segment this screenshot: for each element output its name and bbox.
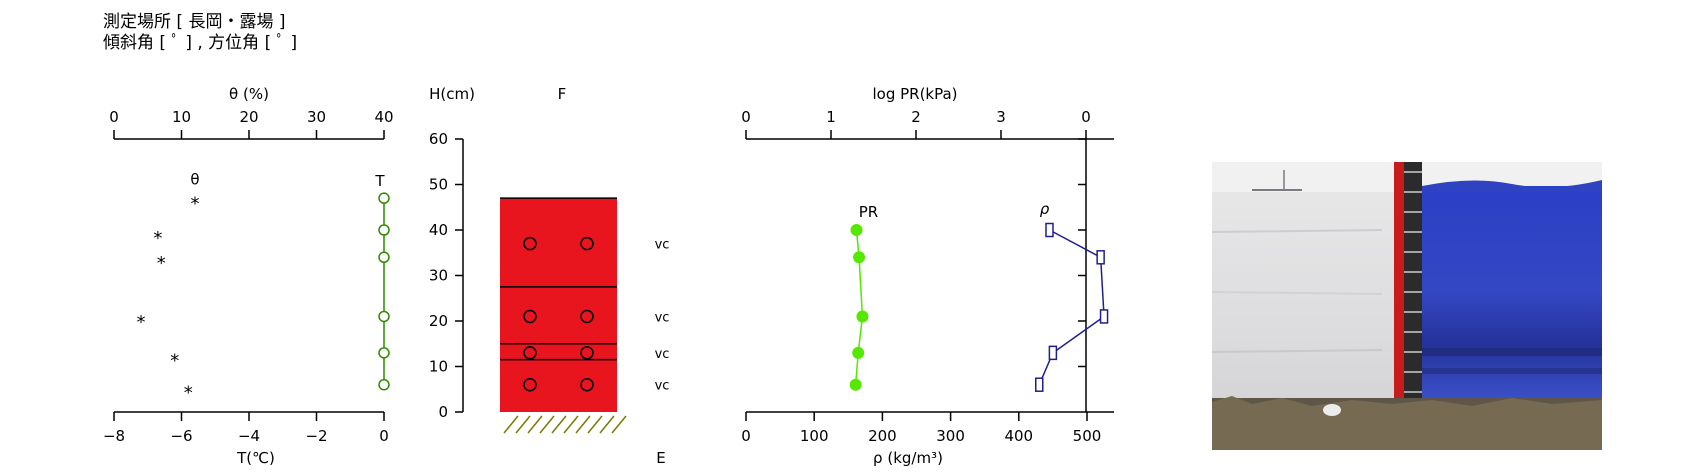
height-axis-label: H(cm) [429,85,475,103]
theta-axis-label: θ (%) [229,85,269,103]
temperature-point [378,224,390,236]
temperature-point [378,192,390,204]
theta-tick-label: 20 [239,108,258,126]
surface-label: F [558,85,567,103]
pr-tick-label: 1 [826,108,836,126]
pr-point [849,378,862,391]
pr-point [852,346,865,359]
temperature-point [378,251,390,264]
ground-hatch [563,415,579,434]
density-series-label: ρ [1040,200,1050,218]
density-tick-label: 300 [936,427,965,445]
temperature-tick-label: −4 [238,427,260,445]
density-tick-label: 100 [800,427,829,445]
density-tick-label: 0 [741,427,751,445]
temperature-point [378,378,390,391]
pr-tick-label: 2 [911,108,921,126]
temperature-tick-label: 0 [379,427,389,445]
density-point [1099,309,1109,324]
theta-point: * [184,383,193,404]
theta-point: * [157,253,166,274]
ground-hatch [503,415,519,434]
grain-shape-symbol [580,236,594,251]
ground-hatch [539,415,555,434]
temperature-tick-label: −6 [170,427,192,445]
theta-temperature-panel: θ (%)0 10 20 30 40T(℃)−8 −6 −4 −2 0θ******T [103,85,394,467]
density-line [1038,229,1105,385]
theta-tick-label: 0 [109,108,119,126]
pr-series-label: PR [859,203,878,221]
temperature-tick-label: −8 [103,427,125,445]
pr-axis-label: log PR(kPa) [872,85,957,103]
ground-label: E [656,449,665,467]
ground-hatch [551,415,567,434]
snow-pit-photo [1212,162,1602,450]
snowpack-rect [500,198,617,412]
height-tick-label: 10 [429,358,448,376]
temperature-point [378,310,390,323]
height-tick-label: 40 [429,221,448,239]
grain-size-label: vc [655,379,670,394]
temperature-series-label: T [374,172,385,190]
pr-tick-label: 0 [1081,108,1091,126]
stratigraphy-panel: H(cm) 0 10 20 30 40 50 60 F Evc vc vc vc [429,85,670,467]
pr-density-panel: log PR(kPa) 0 1 2 3 0 ρ (kg/m³) 0 100 200 300 400 50… [741,85,1114,467]
pr-tick-label: 3 [996,108,1006,126]
pr-tick-label: 0 [741,108,751,126]
height-tick-label: 50 [429,176,448,194]
grain-shape-symbol [580,346,594,360]
grain-shape-symbol [580,377,594,392]
theta-point: * [137,312,146,333]
density-point [1096,250,1105,265]
slope-azimuth-title: 傾斜角 [ ﾟ ] , 方位角 [ ﾟ ] [103,33,298,53]
pr-point [853,251,866,264]
density-tick-label: 500 [1073,427,1102,445]
density-tick-label: 200 [868,427,897,445]
grain-shape-symbol [523,346,537,360]
location-title: 測定場所 [ 長岡・露場 ] [103,12,286,32]
ground-hatch [515,415,531,434]
grain-shape-symbol [523,236,537,251]
grain-size-label: vc [655,347,670,362]
pr-point [856,310,869,323]
ground-hatch [599,415,615,434]
chart-header: 測定場所 [ 長岡・露場 ] 傾斜角 [ ﾟ ] , 方位角 [ ﾟ ] [103,12,297,54]
snow-pit-photo-image [1212,162,1602,450]
theta-point: * [170,351,179,372]
density-point [1045,222,1054,238]
ground-hatch [587,415,603,434]
density-axis-label: ρ (kg/m³) [873,449,943,467]
theta-tick-label: 30 [307,108,326,126]
temperature-point [378,347,390,359]
theta-series-label: θ [190,171,199,189]
grain-shape-symbol [580,309,594,324]
density-point [1035,377,1044,392]
temperature-tick-label: −2 [305,427,327,445]
theta-point: * [191,194,200,215]
height-tick-label: 60 [429,130,448,148]
density-tick-label: 400 [1004,427,1033,445]
temperature-axis-label: T(℃) [236,449,275,467]
theta-tick-label: 40 [374,108,393,126]
grain-shape-symbol [523,377,537,392]
density-point [1048,345,1058,361]
height-tick-label: 30 [429,267,448,285]
theta-point: * [153,228,162,249]
grain-size-label: vc [655,310,670,325]
grain-size-label: vc [655,238,670,253]
height-tick-label: 0 [438,403,448,421]
ground-hatch [527,415,543,434]
theta-tick-label: 10 [172,108,191,126]
grain-shape-symbol [523,309,537,324]
ground-hatch [575,415,591,434]
height-tick-label: 20 [429,312,448,330]
pr-point [850,224,863,236]
ground-hatch [611,415,627,434]
